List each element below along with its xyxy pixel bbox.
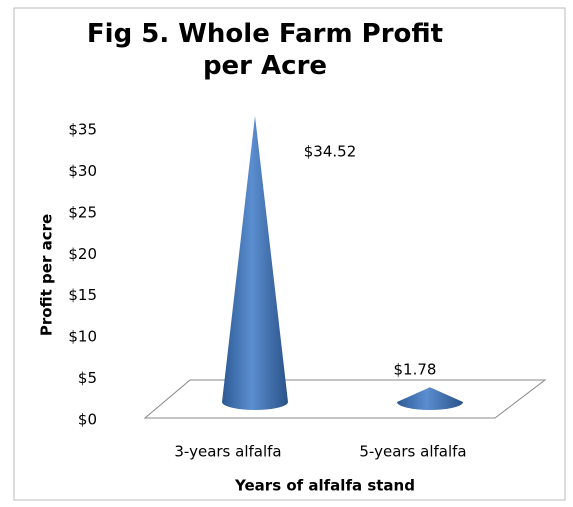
y-tick-label: $20 [68, 245, 97, 263]
floor [143, 379, 547, 419]
chart-border [13, 7, 566, 501]
y-axis-title: Profit per acre [38, 214, 56, 336]
cone [222, 115, 288, 410]
data-label: $1.78 [394, 361, 437, 379]
data-label: $34.52 [304, 143, 357, 161]
y-tick-label: $35 [68, 121, 97, 139]
x-axis-title: Years of alfalfa stand [234, 477, 415, 495]
y-tick-label: $25 [68, 203, 97, 221]
y-tick-label: $15 [68, 286, 97, 304]
y-tick-label: $10 [68, 328, 97, 346]
cone [397, 387, 463, 410]
chart-title: Fig 5. Whole Farm Profit per Acre [86, 19, 444, 81]
x-tick-label: 5-years alfalfa [359, 443, 466, 461]
y-tick-label: $5 [78, 369, 97, 387]
x-tick-label: 3-years alfalfa [174, 443, 281, 461]
y-tick-label: $0 [78, 411, 97, 429]
y-tick-label: $30 [68, 162, 97, 180]
